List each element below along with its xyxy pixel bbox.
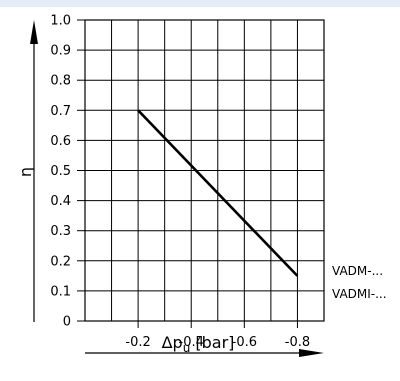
y-tick-label: 0.3 (50, 224, 71, 239)
top-band (0, 0, 400, 7)
data-series (137, 109, 299, 277)
note-vadm: VADM-... (332, 264, 383, 278)
y-axis-arrowhead (30, 20, 38, 44)
y-tick-label: 0.9 (50, 44, 71, 59)
series-line (137, 109, 299, 277)
note-vadmi: VADMI-... (332, 287, 387, 301)
x-axis-arrowhead (299, 349, 324, 357)
y-tick-label: 0.8 (50, 74, 71, 89)
chart-grid (85, 20, 324, 321)
x-axis-label-unit: [bar] (190, 333, 234, 352)
x-tick-labels: -0.2 -0.4 -0.6 -0.8 (125, 321, 310, 350)
y-tick-label: 0 (63, 315, 71, 330)
x-axis-label: Δpu [bar] (162, 333, 235, 355)
x-tick-label: -0.6 (232, 335, 257, 350)
x-axis-label-main: Δp (162, 333, 183, 352)
x-tick-label: -0.2 (125, 335, 150, 350)
x-axis-label-sub: u (183, 341, 191, 355)
x-tick-label: -0.4 (179, 335, 204, 350)
y-tick-label: 0.2 (50, 254, 71, 269)
y-tick-label: 1.0 (50, 14, 71, 29)
y-tick-label: 0.5 (50, 164, 71, 179)
y-tick-label: 0.6 (50, 134, 71, 149)
x-tick-label: -0.8 (285, 335, 310, 350)
y-axis-label: η (16, 167, 35, 177)
y-tick-label: 0.4 (50, 194, 71, 209)
y-tick-labels: 0 0.1 0.2 0.3 0.4 0.5 0.6 0.7 0.8 0.9 1.0 (50, 14, 85, 330)
y-tick-label: 0.7 (50, 104, 71, 119)
y-tick-label: 0.1 (50, 284, 71, 299)
